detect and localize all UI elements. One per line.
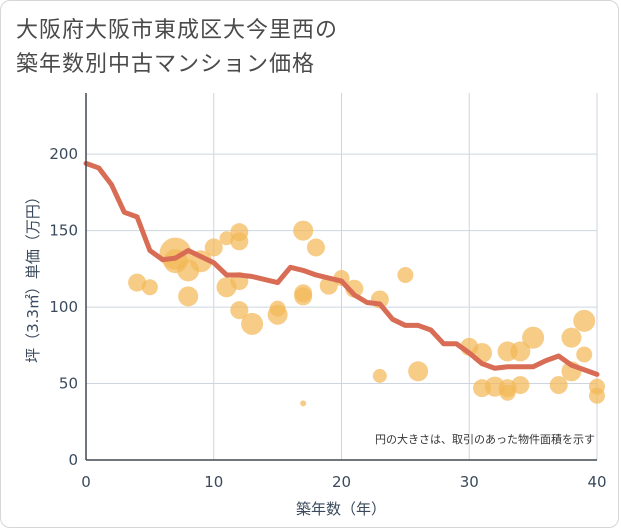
bubble-point	[219, 231, 234, 246]
bubble-point	[294, 287, 313, 306]
bubble-point	[204, 238, 223, 257]
y-tick-label: 0	[68, 451, 78, 469]
y-tick-label: 50	[59, 375, 78, 393]
bubble-point	[561, 327, 582, 348]
x-tick-label: 40	[587, 473, 606, 491]
y-tick-label: 150	[49, 222, 78, 240]
y-axis-label: 坪（3.3㎡）単価（万円）	[24, 189, 42, 363]
bubble-point	[549, 376, 568, 395]
chart-title: 大阪府大阪市東成区大今里西の 築年数別中古マンション価格	[16, 18, 339, 77]
x-tick-label: 20	[332, 473, 351, 491]
bubble-point	[522, 326, 545, 349]
x-tick-label: 30	[460, 473, 479, 491]
bubble-point	[511, 376, 530, 395]
y-tick-label: 200	[49, 145, 78, 163]
axes	[85, 93, 597, 461]
x-tick-labels: 0 10 20 30 40	[81, 473, 606, 491]
bubble-point	[510, 341, 531, 362]
bubble-point	[473, 379, 492, 398]
y-tick-label: 100	[49, 298, 78, 316]
bubble-point	[300, 400, 307, 407]
bubble-point	[141, 279, 158, 296]
bubble-point	[293, 220, 314, 241]
bubble-point	[499, 384, 516, 401]
bubble-point	[241, 312, 264, 335]
bubble-point	[230, 232, 249, 251]
bubble-point	[269, 300, 286, 317]
y-tick-labels: 0 50 100 150 200	[49, 145, 78, 469]
x-axis-label: 築年数（年）	[296, 500, 386, 518]
average-price-line	[83, 160, 600, 377]
bubble-point	[397, 266, 414, 283]
bubble-point	[178, 286, 199, 307]
bubble-point	[128, 273, 147, 292]
x-tick-label: 10	[204, 473, 223, 491]
x-tick-label: 0	[81, 473, 91, 491]
bubble-size-note: 円の大きさは、取引のあった物件面積を示す	[375, 432, 595, 446]
bubble-point	[306, 238, 325, 257]
bubble-point	[589, 387, 605, 404]
bubble-point	[573, 309, 596, 332]
bubble-point	[372, 368, 387, 383]
bubble-point	[230, 301, 249, 320]
bubble-point	[408, 361, 429, 382]
bubble-point	[576, 346, 593, 363]
